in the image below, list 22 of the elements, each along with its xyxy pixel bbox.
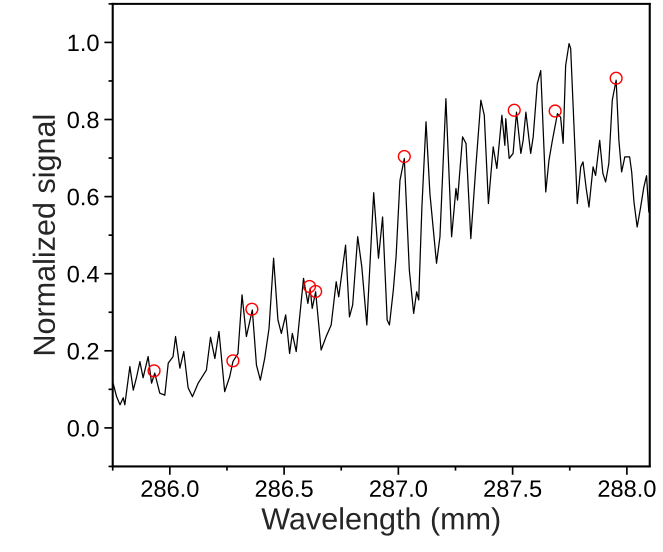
y-tick-label: 0.4: [68, 266, 99, 282]
x-tick-label: 288.0: [598, 480, 656, 497]
point: [147, 364, 161, 378]
point: [610, 72, 623, 85]
x-tick-label: 286.0: [141, 480, 198, 497]
y-tick-label: 1.0: [68, 34, 99, 52]
point: [548, 104, 562, 118]
point: [302, 280, 316, 294]
y-tick-label: 0.2: [68, 342, 98, 360]
x-axis-title: Wavelength (mm): [261, 507, 500, 536]
point: [398, 150, 411, 164]
y-tick-label: 0.6: [68, 188, 98, 206]
x-tick-label: 286.5: [256, 480, 313, 497]
y-axis-title: Normalized signal: [32, 116, 62, 354]
point: [245, 302, 258, 316]
point: [508, 104, 521, 117]
point: [309, 284, 322, 298]
y-tick-label: 0.0: [68, 420, 99, 437]
y-tick-label: 0.8: [68, 112, 98, 128]
point: [226, 354, 240, 368]
x-tick-label: 287.0: [370, 480, 427, 497]
x-tick-label: 287.5: [484, 480, 542, 497]
